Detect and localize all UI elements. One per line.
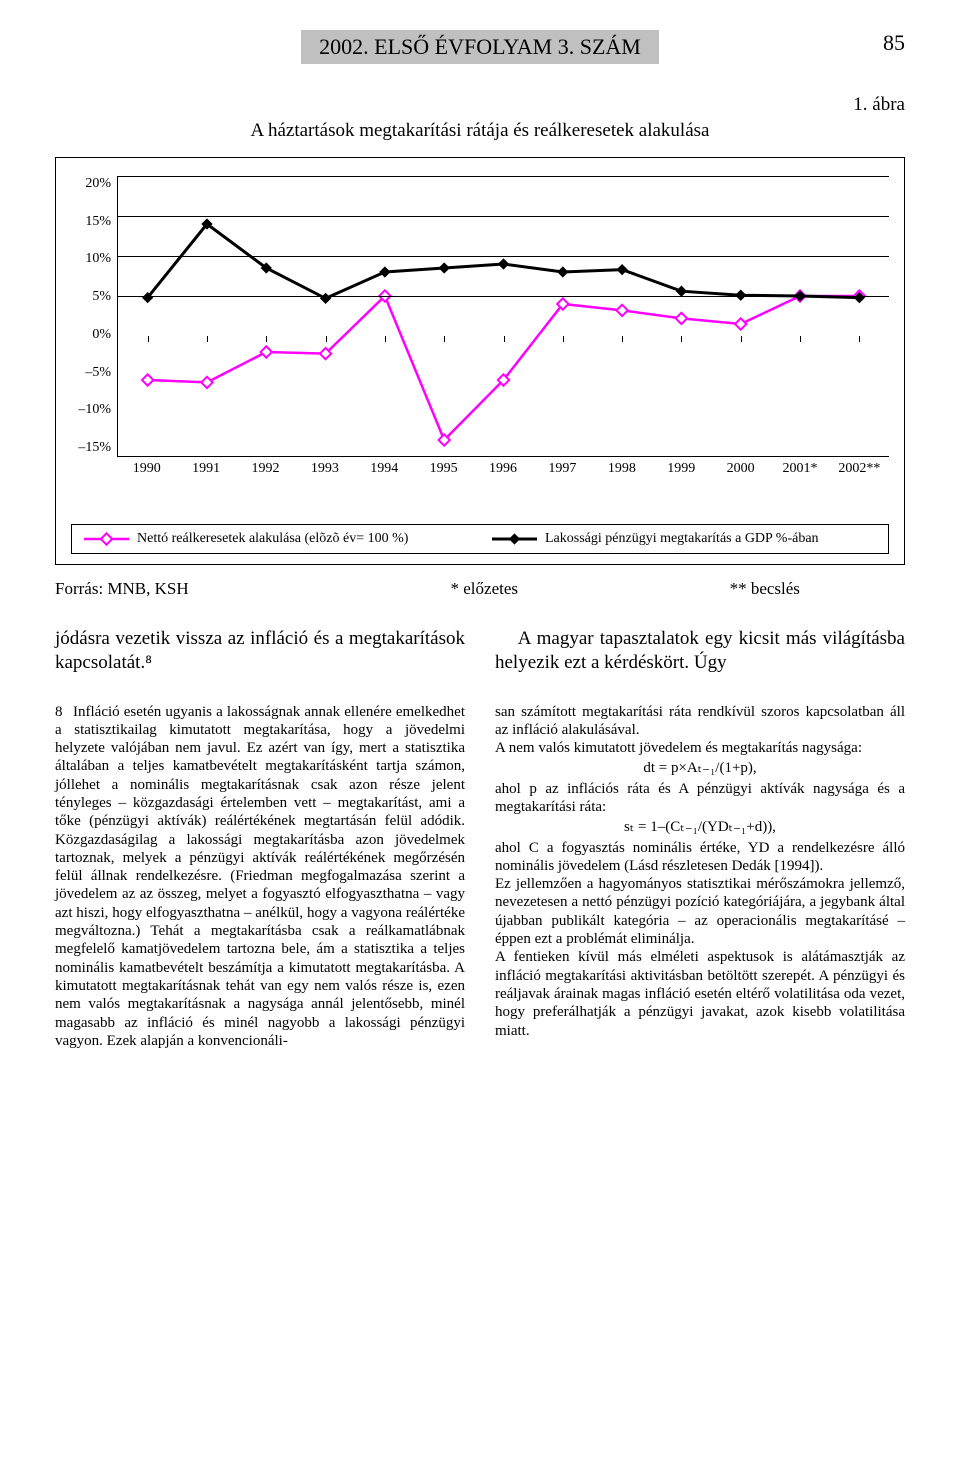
- footnote-text: Ez jellemzően a hagyományos statisztikai…: [495, 876, 905, 947]
- footnote-columns: 8Infláció esetén ugyanis a lakosságnak a…: [55, 703, 905, 1051]
- y-axis: 20%15%10%5%0%–5%–10%–15%: [71, 176, 117, 456]
- legend-swatch-magenta: [84, 532, 129, 546]
- formula: dt = p×Aₜ₋₁/(1+p),: [495, 759, 905, 777]
- page-header: 2002. ELSŐ ÉVFOLYAM 3. SZÁM 85: [55, 30, 905, 64]
- footnote-text: Infláció esetén ugyanis a lakosságnak an…: [55, 704, 465, 1049]
- source-line: Forrás: MNB, KSH * előzetes ** becslés: [55, 579, 905, 599]
- issue-banner: 2002. ELSŐ ÉVFOLYAM 3. SZÁM: [301, 30, 659, 64]
- legend-label: Nettó reálkeresetek alakulása (elõzõ év=…: [137, 531, 408, 547]
- chart-area: 20%15%10%5%0%–5%–10%–15% 199019911992199…: [71, 176, 889, 506]
- footnote-text: ahol p az inflációs ráta és A pénzügyi a…: [495, 781, 905, 815]
- footnote-text: A nem valós kimutatott jövedelem és megt…: [495, 740, 862, 756]
- chart-frame: 20%15%10%5%0%–5%–10%–15% 199019911992199…: [55, 157, 905, 565]
- figure-label: 1. ábra: [55, 94, 905, 116]
- body-left-para: jódásra vezetik vissza az infláció és a …: [55, 627, 465, 675]
- footnote-right: san számított megtakarítási ráta rendkív…: [495, 703, 905, 1040]
- plot-region: [117, 176, 889, 457]
- figure-title: A háztartások megtakarítási rátája és re…: [55, 120, 905, 142]
- footnote-number: 8: [55, 703, 73, 721]
- body-right-para: A magyar tapasztalatok egy kicsit más vi…: [495, 627, 905, 675]
- footnote-left: 8Infláció esetén ugyanis a lakosságnak a…: [55, 703, 465, 1051]
- legend-item-savings: Lakossági pénzügyi megtakarítás a GDP %-…: [480, 525, 888, 553]
- legend-label: Lakossági pénzügyi megtakarítás a GDP %-…: [545, 531, 819, 547]
- legend-item-real-wages: Nettó reálkeresetek alakulása (elõzõ év=…: [72, 525, 480, 553]
- formula: sₜ = 1–(Cₜ₋₁/(YDₜ₋₁+d)),: [495, 818, 905, 836]
- footnote-text: ahol C a fogyasztás nominális értéke, YD…: [495, 840, 905, 874]
- note-prelim: * előzetes: [344, 579, 625, 599]
- footnote-text: A fentieken kívül más elméleti aspektuso…: [495, 949, 905, 1038]
- note-estimate: ** becslés: [625, 579, 906, 599]
- page-number: 85: [883, 30, 905, 56]
- source-text: Forrás: MNB, KSH: [55, 579, 344, 599]
- legend-swatch-black: [492, 532, 537, 546]
- body-columns: jódásra vezetik vissza az infláció és a …: [55, 627, 905, 675]
- footnote-text: san számított megtakarítási ráta rendkív…: [495, 704, 905, 738]
- x-axis: 1990199119921993199419951996199719981999…: [117, 457, 889, 481]
- chart-legend: Nettó reálkeresetek alakulása (elõzõ év=…: [71, 524, 889, 554]
